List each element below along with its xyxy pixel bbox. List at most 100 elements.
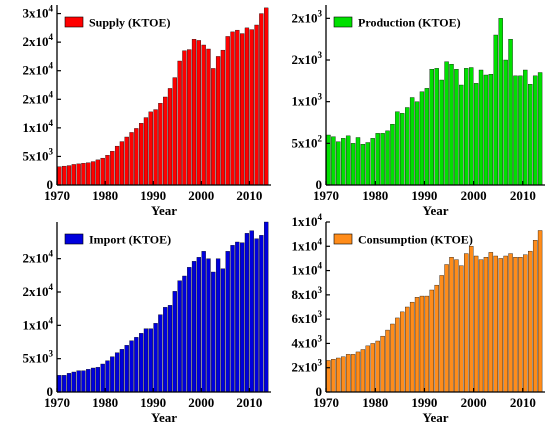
bar-consumption-1975 xyxy=(345,354,351,393)
bar-production-1985 xyxy=(395,111,400,186)
x-tick-label-import-0: 1970 xyxy=(44,395,70,410)
bar-production-2001 xyxy=(473,83,479,186)
bar-consumption-1986 xyxy=(400,311,405,393)
bar-import-1995 xyxy=(172,291,177,393)
bar-consumption-1984 xyxy=(390,323,395,393)
bar-production-2011 xyxy=(523,69,528,186)
bar-consumption-2008 xyxy=(508,253,513,393)
bar-import-1993 xyxy=(163,307,168,393)
bar-production-1975 xyxy=(345,135,351,186)
bar-supply-2005 xyxy=(220,49,226,186)
bar-production-1980 xyxy=(370,138,375,186)
bar-supply-1989 xyxy=(143,117,149,186)
bar-supply-1982 xyxy=(110,151,115,186)
bar-production-1998 xyxy=(459,84,464,186)
x-tick-label-supply-3: 2000 xyxy=(188,188,214,203)
bar-production-2003 xyxy=(483,74,489,186)
y-tick-label-import-2: 1x104 xyxy=(23,315,54,332)
bar-supply-1992 xyxy=(158,103,163,186)
bar-supply-1988 xyxy=(139,123,144,186)
legend-swatch-production xyxy=(333,16,353,28)
bar-import-1987 xyxy=(134,337,139,393)
bar-supply-1975 xyxy=(76,163,81,186)
bar-production-1971 xyxy=(326,134,331,186)
bar-import-2003 xyxy=(211,271,216,393)
bar-production-2004 xyxy=(488,73,494,186)
y-tick-label-production-1: 5x102 xyxy=(292,133,323,150)
y-tick-label-supply-6: 3x104 xyxy=(23,4,54,21)
bar-production-1989 xyxy=(414,101,420,186)
bar-consumption-1977 xyxy=(355,351,361,393)
legend-label-consumption: Consumption (KTOE) xyxy=(358,233,473,247)
bar-supply-1976 xyxy=(81,163,86,186)
bar-supply-2013 xyxy=(259,13,264,186)
bar-supply-2006 xyxy=(225,36,230,186)
bar-production-2006 xyxy=(498,18,503,186)
x-tick-label-supply-1: 1980 xyxy=(92,188,118,203)
bar-supply-2004 xyxy=(215,56,221,186)
bar-consumption-1994 xyxy=(439,275,444,393)
bar-consumption-2004 xyxy=(488,252,494,393)
bar-production-1984 xyxy=(390,123,395,186)
bar-import-2014 xyxy=(264,221,269,393)
bar-import-2012 xyxy=(254,238,259,393)
bar-supply-1994 xyxy=(167,88,173,186)
chart-panel-import: 0 5x103 1x104 2x104 2x104 1970 1980 1990 2000 201… xyxy=(23,221,271,425)
bar-import-2000 xyxy=(196,257,202,393)
bar-production-1974 xyxy=(341,138,346,186)
bar-supply-1984 xyxy=(119,141,125,186)
bar-supply-2008 xyxy=(235,29,240,186)
legend-swatch-consumption xyxy=(333,233,353,245)
x-tick-label-production-4: 2010 xyxy=(510,188,536,203)
bar-consumption-2012 xyxy=(528,250,533,393)
bar-supply-1987 xyxy=(134,128,139,186)
bar-consumption-1988 xyxy=(409,301,415,393)
y-tick-label-supply-0: 0 xyxy=(47,177,54,192)
x-tick-label-production-0: 1970 xyxy=(313,188,339,203)
y-tick-label-import-4: 2x104 xyxy=(23,249,54,266)
bar-production-2009 xyxy=(513,75,518,186)
bar-import-1977 xyxy=(86,369,91,393)
y-tick-label-supply-4: 2x104 xyxy=(23,61,54,78)
bar-production-1996 xyxy=(449,63,454,186)
bar-production-1982 xyxy=(380,133,385,186)
bar-consumption-1972 xyxy=(331,359,336,393)
bar-production-1979 xyxy=(365,142,371,186)
bar-import-1974 xyxy=(71,371,76,393)
y-tick-label-consumption-2: 4x103 xyxy=(292,333,323,350)
bar-import-1997 xyxy=(182,275,187,393)
y-tick-label-consumption-3: 6x103 xyxy=(292,309,323,326)
bar-import-2009 xyxy=(239,242,245,393)
bar-import-1972 xyxy=(62,375,67,393)
bar-supply-2001 xyxy=(201,44,206,186)
bar-import-2010 xyxy=(244,233,250,393)
bar-import-2013 xyxy=(259,235,264,393)
bar-import-1982 xyxy=(110,356,115,393)
bar-supply-1981 xyxy=(105,155,110,186)
chart-panel-consumption: 0 2x103 4x103 6x103 8x103 1x104 1x104 1x104 1970… xyxy=(292,212,545,425)
bar-consumption-1983 xyxy=(385,329,390,393)
bar-import-1985 xyxy=(124,345,129,393)
bar-production-2005 xyxy=(493,34,498,186)
bar-production-1983 xyxy=(385,130,390,186)
bar-production-2012 xyxy=(528,83,533,186)
bar-production-1994 xyxy=(439,79,444,186)
x-axis-title-supply: Year xyxy=(151,203,177,218)
bar-import-1980 xyxy=(100,363,105,393)
bar-supply-1980 xyxy=(100,157,105,186)
bar-import-1992 xyxy=(158,314,163,393)
bar-production-1991 xyxy=(424,88,430,186)
bar-import-1999 xyxy=(191,261,197,393)
y-tick-label-production-0: 0 xyxy=(316,177,323,192)
x-tick-label-import-1: 1980 xyxy=(92,395,118,410)
y-tick-label-supply-5: 2x104 xyxy=(23,32,54,49)
x-tick-label-import-2: 1990 xyxy=(140,395,166,410)
y-tick-label-supply-2: 1x104 xyxy=(23,118,54,135)
bar-supply-1986 xyxy=(129,132,134,186)
bar-production-1997 xyxy=(454,68,459,186)
bar-consumption-1990 xyxy=(419,295,425,393)
y-tick-label-consumption-6: 1x104 xyxy=(292,236,323,253)
bar-consumption-1996 xyxy=(449,257,454,393)
x-tick-label-consumption-1: 1980 xyxy=(362,395,388,410)
bar-supply-2014 xyxy=(264,7,269,186)
